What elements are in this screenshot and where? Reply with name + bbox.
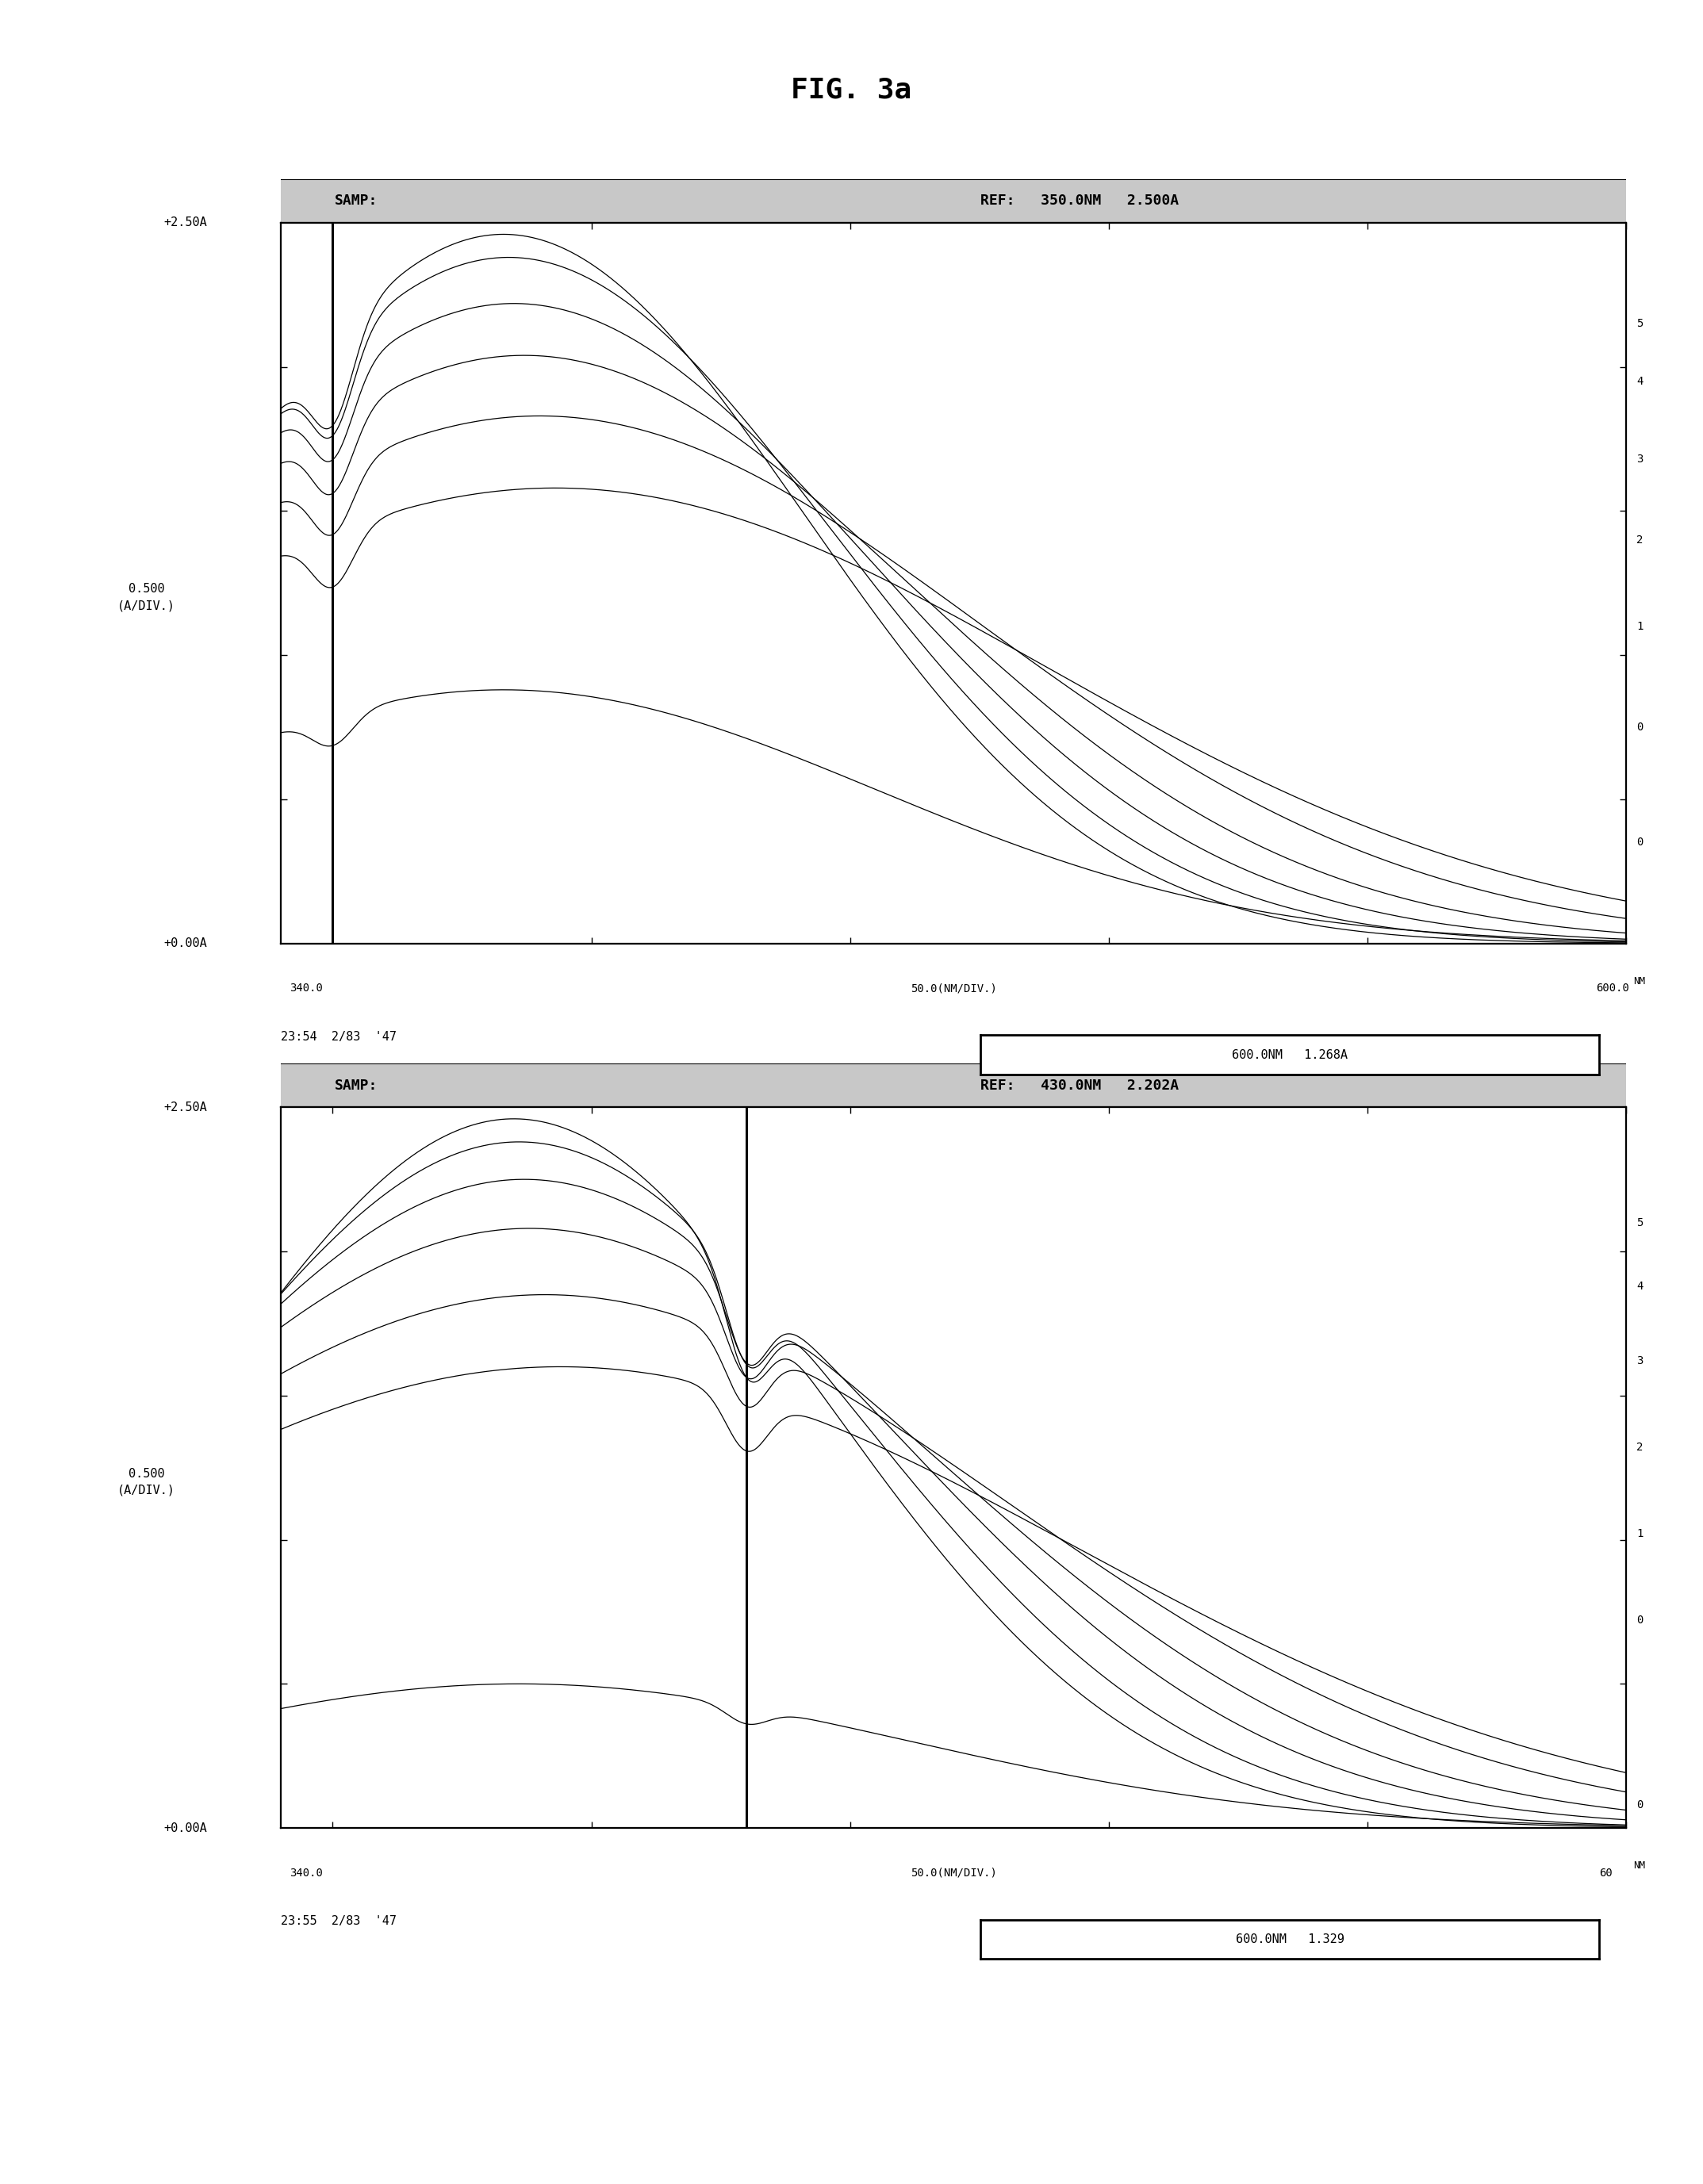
Text: SAMP:: SAMP:: [335, 1079, 378, 1092]
Text: 600.0NM   1.329: 600.0NM 1.329: [1236, 1933, 1344, 1946]
Text: FIG. 3a: FIG. 3a: [792, 76, 911, 103]
Text: 1: 1: [1637, 1529, 1643, 1540]
Text: 3: 3: [1637, 454, 1643, 465]
Text: 0: 0: [1637, 1800, 1643, 1811]
Text: 2: 2: [1637, 535, 1643, 546]
Text: 0: 0: [1637, 836, 1643, 847]
Text: +0.00A: +0.00A: [163, 937, 208, 950]
Text: 0: 0: [1637, 1614, 1643, 1627]
Text: 3: 3: [1637, 1356, 1643, 1367]
Text: 50.0(NM/DIV.): 50.0(NM/DIV.): [911, 1867, 996, 1878]
Text: 600.0: 600.0: [1596, 983, 1630, 994]
Text: REF:   350.0NM   2.500A: REF: 350.0NM 2.500A: [981, 194, 1178, 207]
Text: REF:   430.0NM   2.202A: REF: 430.0NM 2.202A: [981, 1079, 1178, 1092]
Text: 4: 4: [1637, 1280, 1643, 1291]
Text: 340.0: 340.0: [290, 1867, 324, 1878]
Text: NM: NM: [1633, 1861, 1645, 1872]
Text: 23:55  2/83  '47: 23:55 2/83 '47: [281, 1915, 397, 1926]
Text: 5: 5: [1637, 1216, 1643, 1227]
Text: 600.0NM   1.268A: 600.0NM 1.268A: [1231, 1048, 1349, 1061]
Text: 5: 5: [1637, 319, 1643, 330]
Text: +0.00A: +0.00A: [163, 1821, 208, 1835]
Text: 0: 0: [1637, 721, 1643, 734]
Text: +2.50A: +2.50A: [163, 1101, 208, 1114]
Text: 50.0(NM/DIV.): 50.0(NM/DIV.): [911, 983, 996, 994]
Text: NM: NM: [1633, 976, 1645, 987]
Text: +2.50A: +2.50A: [163, 216, 208, 229]
Text: SAMP:: SAMP:: [335, 194, 378, 207]
Text: 0.500
(A/DIV.): 0.500 (A/DIV.): [118, 583, 175, 612]
Text: 0.500
(A/DIV.): 0.500 (A/DIV.): [118, 1468, 175, 1496]
Text: 4: 4: [1637, 376, 1643, 387]
Text: 1: 1: [1637, 620, 1643, 631]
Text: 23:54  2/83  '47: 23:54 2/83 '47: [281, 1031, 397, 1042]
Text: 340.0: 340.0: [290, 983, 324, 994]
Text: 2: 2: [1637, 1441, 1643, 1452]
Text: 60: 60: [1599, 1867, 1613, 1878]
